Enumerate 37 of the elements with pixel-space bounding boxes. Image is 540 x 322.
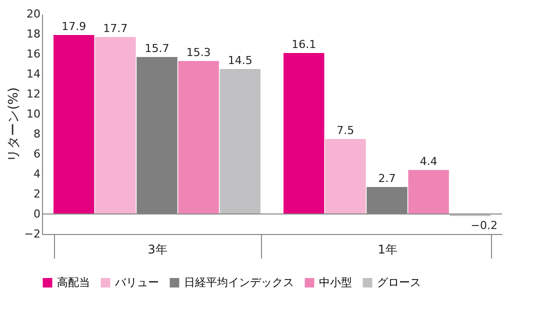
y-tick-label: −2 <box>24 228 40 240</box>
data-label: 15.3 <box>186 46 211 59</box>
legend-label: グロース <box>377 276 421 289</box>
bar <box>95 37 136 214</box>
bar <box>178 61 219 214</box>
y-axis-title: リターン(%) <box>6 87 22 162</box>
data-label: 16.1 <box>292 38 316 51</box>
bar <box>54 35 94 214</box>
bar <box>408 170 449 214</box>
data-label: −0.2 <box>470 219 498 232</box>
data-label: 2.7 <box>378 172 396 185</box>
y-tick-label: 14 <box>26 68 40 80</box>
bar <box>220 69 260 214</box>
y-tick-label: 12 <box>26 88 40 100</box>
y-tick-label: 4 <box>34 168 40 180</box>
data-label: 17.9 <box>62 20 86 33</box>
y-tick-label: 6 <box>34 148 40 160</box>
y-tick-label: 20 <box>26 8 40 20</box>
legend-label: 中小型 <box>319 276 352 289</box>
x-tick-label: 3年 <box>148 242 168 256</box>
y-tick-label: 10 <box>26 108 40 120</box>
legend-label: バリュー <box>114 276 159 289</box>
x-tick-label: 1年 <box>378 242 398 256</box>
legend-label: 日経平均インデックス <box>184 276 294 289</box>
bar <box>284 53 324 214</box>
y-tick-label: 18 <box>26 28 40 40</box>
y-tick-label: 2 <box>34 188 40 200</box>
data-label: 17.7 <box>103 22 128 35</box>
y-tick-label: 8 <box>34 128 40 140</box>
y-tick-label: 16 <box>26 48 40 60</box>
data-label: 14.5 <box>228 54 252 67</box>
data-label: 15.7 <box>144 42 170 55</box>
y-tick-label: 0 <box>34 208 40 220</box>
legend-label: 高配当 <box>57 276 90 289</box>
data-label: 4.4 <box>420 155 438 168</box>
data-label: 7.5 <box>336 124 354 137</box>
bar <box>325 139 366 214</box>
